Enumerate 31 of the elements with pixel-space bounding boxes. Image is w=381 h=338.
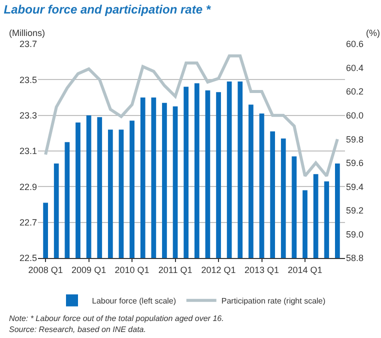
y2-tick-label: 60.2: [346, 86, 364, 97]
y2-axis-title: (%): [366, 28, 380, 38]
y-tick-label: 22.9: [19, 182, 37, 192]
text: Note: * Labour force out of the total population aged over 16.: [9, 314, 224, 323]
x-tick-label: 2010 Q1: [114, 264, 150, 275]
x-tick-label: 2014 Q1: [288, 264, 322, 275]
y2-tick-label: 59.8: [346, 134, 364, 144]
y-tick-label: 22.7: [19, 217, 37, 228]
chart-title: Labour force and participation rate *: [4, 2, 212, 16]
y2-tick-label: 60.6: [346, 39, 364, 50]
y-tick-label: 22.5: [19, 253, 37, 264]
y-axis-title: (Millions): [9, 28, 46, 38]
y2-tick-label: 59.2: [346, 206, 364, 216]
x-tick-label: 2011 Q1: [158, 264, 192, 275]
y-tick-label: 23.3: [19, 110, 37, 120]
legend-label: Labour force (left scale): [92, 296, 176, 306]
y-tick-label: 23.7: [19, 39, 37, 50]
x-tick-label: 2008 Q1: [28, 264, 63, 275]
y2-tick-label: 60.4: [346, 62, 364, 73]
y2-tick-label: 59.0: [346, 229, 364, 240]
x-tick-label: 2009 Q1: [72, 264, 106, 275]
y2-tick-label: 59.4: [346, 182, 364, 192]
y2-tick-label: 58.8: [346, 253, 364, 264]
y-tick-label: 23.1: [19, 146, 37, 156]
source-note: Source: Research, based on INE data.: [9, 325, 146, 334]
y-tick-label: 23.5: [19, 74, 37, 85]
legend-label: Participation rate (right scale): [221, 296, 326, 306]
x-tick-label: 2012 Q1: [201, 264, 236, 275]
y2-tick-label: 60.0: [346, 110, 364, 120]
x-tick-label: 2013 Q1: [244, 264, 280, 275]
y2-tick-label: 59.6: [346, 158, 364, 168]
